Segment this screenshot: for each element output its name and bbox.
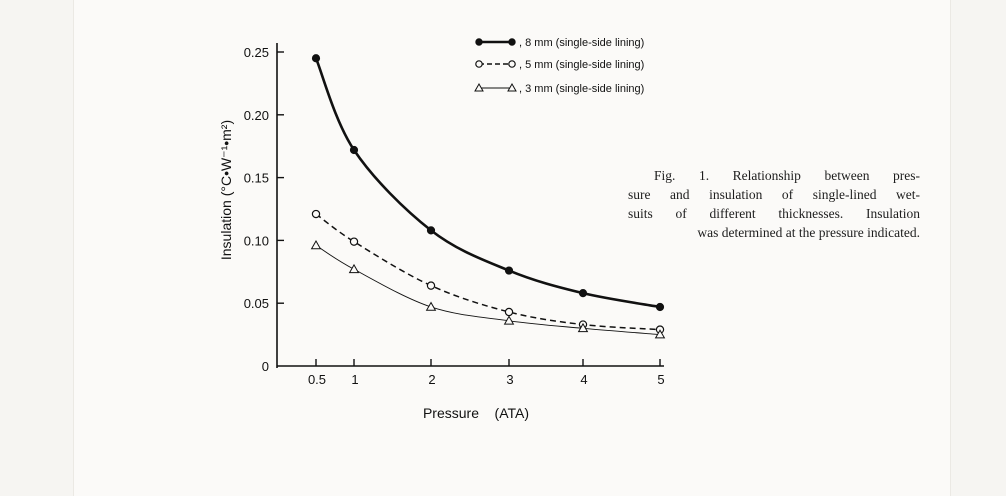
x-tick-label: 3 — [506, 372, 513, 387]
data-point-open-circle — [426, 281, 436, 290]
y-tick-label: 0 — [262, 359, 269, 374]
legend: , 8 mm (single-side lining) , 5 mm (singl… — [474, 37, 644, 95]
data-point-open-triangle — [577, 322, 589, 333]
page-sheet — [74, 0, 950, 496]
data-point-open-circle — [475, 60, 483, 68]
y-tick-label: 0.25 — [244, 45, 269, 60]
caption-line: sure and insulation of single-lined wet- — [628, 187, 920, 202]
legend-label: , 5 mm (single-side lining) — [519, 59, 644, 71]
data-point-filled-circle — [508, 38, 516, 46]
data-point-open-triangle — [654, 329, 666, 339]
y-tick-label: 0.20 — [244, 108, 269, 123]
data-point-open-triangle — [348, 263, 360, 274]
y-tick-label: 0.15 — [244, 171, 269, 186]
data-point-open-circle — [508, 60, 516, 68]
data-point-open-triangle — [310, 240, 322, 250]
caption-line: was determined at the pressure indicated… — [697, 225, 920, 240]
data-point-filled-circle — [311, 54, 321, 63]
data-point-open-triangle — [474, 82, 484, 92]
data-point-filled-circle — [578, 289, 588, 298]
data-point-open-triangle — [507, 82, 517, 92]
series-1 — [311, 209, 665, 334]
series-line — [315, 245, 661, 336]
data-point-filled-circle — [655, 302, 665, 312]
x-tick-label: 4 — [580, 372, 587, 387]
legend-label: , 8 mm (single-side lining) — [519, 37, 644, 49]
data-point-open-triangle — [503, 315, 515, 325]
caption-line: suits of different thicknesses. Insulati… — [628, 206, 920, 221]
figure-caption: Fig. 1. Relationship between pres- sure … — [628, 166, 920, 242]
data-point-open-circle — [311, 209, 321, 219]
x-tick-label: 2 — [428, 372, 435, 387]
data-point-filled-circle — [504, 266, 514, 275]
series-layer — [310, 54, 666, 339]
series-2 — [310, 240, 666, 339]
y-tick-label: 0.05 — [244, 296, 269, 311]
series-line — [314, 57, 661, 309]
x-axis-label: Pressure (ATA) — [423, 405, 529, 421]
legend-label: , 3 mm (single-side lining) — [519, 83, 644, 95]
y-tick-label: 0.10 — [244, 233, 269, 248]
series-line — [315, 213, 661, 331]
x-tick-label: 0.5 — [308, 372, 326, 387]
y-axis-label: Insulation (°C•W⁻¹•m²) — [218, 120, 234, 260]
x-tick-label: 5 — [657, 372, 664, 387]
data-point-open-triangle — [425, 301, 437, 311]
data-point-filled-circle — [426, 226, 436, 235]
data-point-open-circle — [349, 237, 359, 246]
axes: 0 0.05 0.10 0.15 0.20 0.25 0.5 1 2 3 4 5 — [244, 43, 665, 387]
series-0 — [311, 54, 665, 312]
data-point-open-circle — [504, 307, 514, 317]
caption-line: Fig. 1. Relationship between pres- — [654, 168, 920, 183]
x-tick-label: 1 — [351, 372, 358, 387]
data-point-filled-circle — [349, 145, 359, 155]
data-point-filled-circle — [475, 38, 483, 46]
